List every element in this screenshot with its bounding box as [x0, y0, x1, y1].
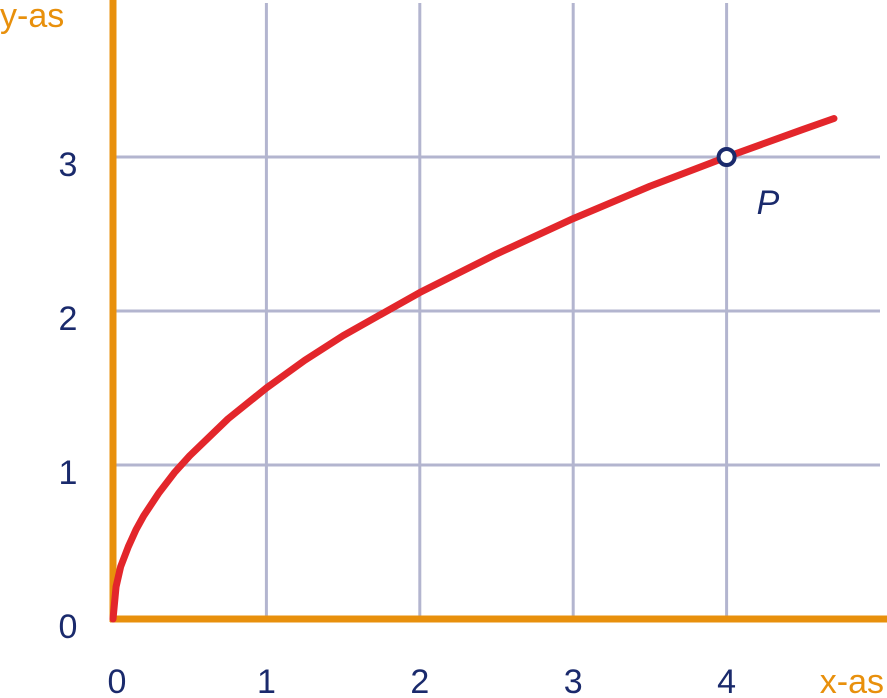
- x-tick-label: 3: [564, 663, 583, 698]
- y-axis-label: y-as: [0, 0, 64, 35]
- curve: [109, 115, 838, 623]
- x-axis-label: x-as: [820, 663, 884, 698]
- y-tick-label: 2: [59, 300, 78, 338]
- y-tick-label: 0: [59, 608, 78, 646]
- x-tick-label: 0: [108, 663, 127, 698]
- x-tick-label: 4: [717, 663, 736, 698]
- y-tick-label: 1: [59, 454, 78, 492]
- point-label: P: [757, 184, 780, 222]
- point-marker: [716, 147, 737, 167]
- y-tick-label: 3: [59, 146, 78, 184]
- x-tick-label: 2: [410, 663, 429, 698]
- x-tick-label: 1: [257, 663, 276, 698]
